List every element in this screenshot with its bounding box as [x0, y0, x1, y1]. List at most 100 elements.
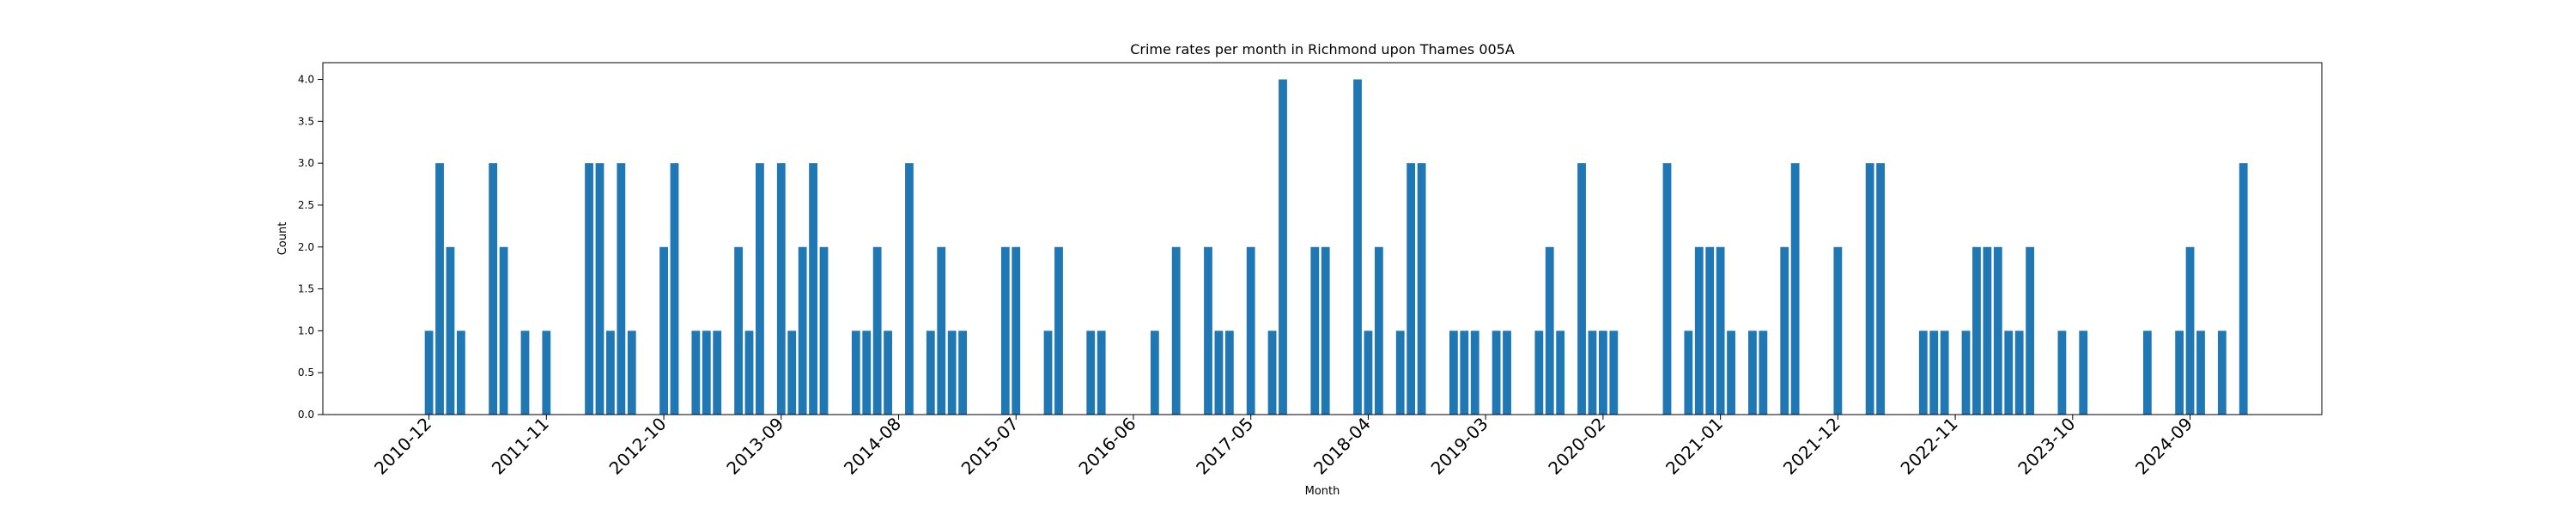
bar-2013-01 [691, 330, 701, 415]
bar-2018-12 [1449, 330, 1458, 415]
bar-2020-12 [1705, 246, 1715, 415]
y-axis: 0.0 0.5 1.0 1.5 2.0 2.5 3.0 3.5 4.0 [298, 74, 323, 421]
bar-2017-02 [1214, 330, 1224, 415]
bar-2019-02 [1470, 330, 1479, 415]
bar-2022-08 [1918, 330, 1928, 415]
bar-2017-11 [1310, 246, 1320, 415]
bar-2023-02 [1983, 246, 1992, 415]
bar-2024-09 [2185, 246, 2195, 415]
bar-2023-06 [2026, 246, 2034, 415]
bar-2020-10 [1684, 330, 1693, 415]
bar-2020-11 [1694, 246, 1704, 415]
bar-2015-01 [947, 330, 957, 415]
bar-2012-03 [585, 163, 593, 415]
bar-2014-11 [926, 330, 935, 415]
bar-2023-09 [2057, 330, 2067, 415]
bar-2020-08 [1662, 163, 1672, 415]
bars [424, 79, 2248, 415]
bar-2024-10 [2196, 330, 2205, 415]
bar-2022-10 [1940, 330, 1949, 415]
bar-2021-08 [1790, 163, 1800, 415]
bar-2012-11 [670, 163, 679, 415]
bar-2012-06 [617, 163, 626, 415]
bar-2018-04 [1364, 330, 1373, 415]
bar-2014-12 [937, 246, 946, 415]
bar-2017-12 [1321, 246, 1330, 415]
bar-2011-09 [520, 330, 530, 415]
bar-2023-05 [2014, 330, 2024, 415]
bar-2023-03 [1993, 246, 2002, 415]
y-tick-label: 1.0 [298, 324, 314, 336]
bar-2021-12 [1833, 246, 1843, 415]
bar-2018-05 [1374, 246, 1383, 415]
y-tick-label: 0.0 [298, 409, 314, 421]
bar-2022-04 [1876, 163, 1885, 415]
bar-2013-05 [734, 246, 743, 415]
bar-2017-07 [1267, 330, 1277, 415]
y-tick-label: 0.5 [298, 367, 314, 379]
bar-2012-04 [595, 163, 605, 415]
bar-2013-02 [702, 330, 711, 415]
plot-frame [322, 62, 2323, 415]
bar-2011-03 [456, 330, 465, 415]
bar-2017-05 [1246, 246, 1255, 415]
bar-2018-09 [1417, 163, 1426, 415]
y-tick-label: 3.5 [298, 115, 314, 127]
bar-2019-04 [1492, 330, 1501, 415]
bar-2013-03 [713, 330, 722, 415]
bar-2021-05 [1759, 330, 1768, 415]
bar-2014-09 [905, 163, 914, 415]
x-axis-label: Month [1305, 485, 1340, 498]
bar-2013-12 [809, 163, 817, 415]
bar-2012-10 [659, 246, 668, 415]
y-tick-label: 2.0 [298, 241, 314, 253]
bar-2019-12 [1577, 163, 1586, 415]
bar-2019-05 [1503, 330, 1511, 415]
bar-2011-02 [446, 246, 455, 415]
bar-2017-08 [1279, 79, 1287, 415]
bar-2012-07 [627, 330, 636, 415]
bar-2013-11 [798, 246, 807, 415]
y-tick-label: 1.5 [298, 283, 314, 295]
bar-2021-07 [1780, 246, 1789, 415]
bar-2014-01 [819, 246, 829, 415]
y-tick-label: 2.5 [298, 199, 314, 211]
bar-2013-10 [787, 330, 797, 415]
bar-2019-01 [1460, 330, 1469, 415]
bar-2015-06 [1000, 246, 1010, 415]
bar-2015-10 [1043, 330, 1053, 415]
bar-2017-01 [1204, 246, 1212, 415]
bar-2021-01 [1716, 246, 1725, 415]
bar-2015-02 [958, 330, 967, 415]
bar-2014-06 [872, 246, 882, 415]
bar-2012-05 [606, 330, 615, 415]
bar-2011-01 [435, 163, 444, 415]
bar-2025-02 [2239, 163, 2248, 415]
bar-2022-12 [1961, 330, 1971, 415]
bar-2016-10 [1171, 246, 1181, 415]
bar-2024-05 [2142, 330, 2152, 415]
bar-2020-01 [1588, 330, 1597, 415]
bar-2019-09 [1545, 246, 1554, 415]
bar-2022-09 [1929, 330, 1939, 415]
bar-2024-08 [2175, 330, 2184, 415]
bar-2011-07 [499, 246, 508, 415]
bar-2013-09 [776, 163, 786, 415]
bar-2014-05 [862, 330, 872, 415]
bar-2024-12 [2217, 330, 2227, 415]
bar-2016-02 [1086, 330, 1096, 415]
bar-2014-04 [851, 330, 860, 415]
bar-2017-03 [1224, 330, 1234, 415]
bar-2013-07 [756, 163, 764, 415]
bar-2020-02 [1599, 330, 1607, 415]
bar-2016-08 [1150, 330, 1159, 415]
bar-2019-10 [1556, 330, 1565, 415]
y-tick-label: 3.0 [298, 157, 314, 169]
bar-2022-03 [1865, 163, 1874, 415]
y-tick-label: 4.0 [298, 74, 314, 86]
bar-2018-03 [1353, 79, 1362, 415]
bar-2021-04 [1748, 330, 1757, 415]
bar-2015-11 [1054, 246, 1063, 415]
